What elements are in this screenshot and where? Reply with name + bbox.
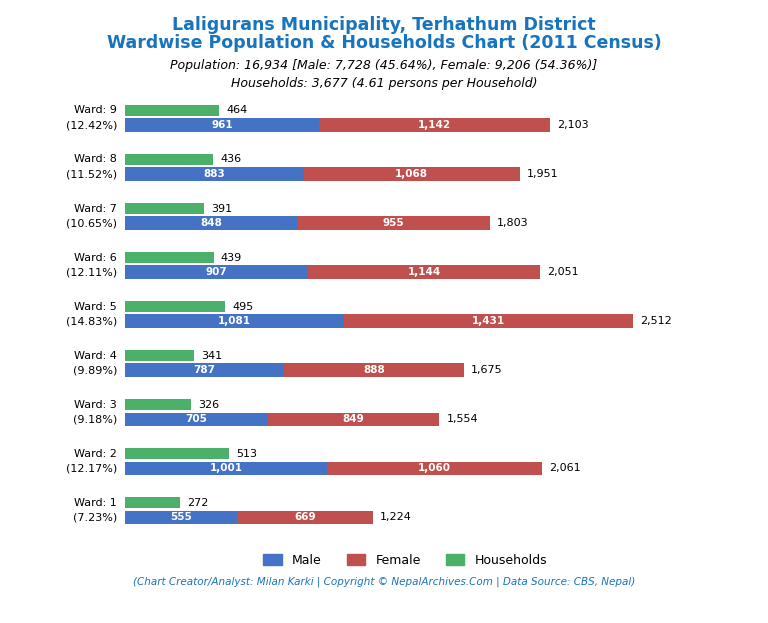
- Text: Ward: 6: Ward: 6: [74, 252, 117, 262]
- Text: Ward: 9: Ward: 9: [74, 105, 117, 115]
- Text: 1,951: 1,951: [527, 169, 558, 179]
- Text: Wardwise Population & Households Chart (2011 Census): Wardwise Population & Households Chart (…: [107, 34, 661, 52]
- Text: Ward: 4: Ward: 4: [74, 351, 117, 361]
- Text: 1,001: 1,001: [210, 464, 243, 473]
- Bar: [327, 462, 541, 475]
- Text: 787: 787: [194, 365, 216, 376]
- Text: (9.18%): (9.18%): [73, 414, 117, 424]
- Text: Population: 16,934 [Male: 7,728 (45.64%), Female: 9,206 (54.36%)]: Population: 16,934 [Male: 7,728 (45.64%)…: [170, 59, 598, 72]
- Bar: [309, 265, 540, 279]
- Bar: [125, 399, 191, 410]
- Text: (10.65%): (10.65%): [66, 218, 117, 228]
- Text: 1,142: 1,142: [419, 120, 452, 130]
- Text: Ward: 7: Ward: 7: [74, 204, 117, 214]
- Text: (Chart Creator/Analyst: Milan Karki | Copyright © NepalArchives.Com | Data Sourc: (Chart Creator/Analyst: Milan Karki | Co…: [133, 576, 635, 587]
- Text: 669: 669: [294, 513, 316, 523]
- Text: Ward: 3: Ward: 3: [74, 400, 117, 410]
- Text: 1,675: 1,675: [471, 365, 502, 376]
- Text: 272: 272: [187, 498, 209, 508]
- Text: (12.11%): (12.11%): [66, 267, 117, 277]
- Text: 883: 883: [204, 169, 225, 179]
- Bar: [343, 315, 633, 328]
- Text: 2,051: 2,051: [547, 267, 578, 277]
- Bar: [125, 168, 303, 181]
- Text: 2,512: 2,512: [640, 316, 672, 326]
- Text: 907: 907: [206, 267, 227, 277]
- Bar: [303, 168, 520, 181]
- Text: (11.52%): (11.52%): [66, 169, 117, 179]
- Text: 495: 495: [232, 302, 253, 312]
- Bar: [125, 350, 194, 361]
- Text: 1,068: 1,068: [395, 169, 428, 179]
- Bar: [284, 363, 464, 378]
- Text: 341: 341: [201, 351, 222, 361]
- Bar: [125, 216, 296, 230]
- Text: 1,144: 1,144: [408, 267, 441, 277]
- Text: 849: 849: [343, 414, 364, 424]
- Text: (12.17%): (12.17%): [66, 464, 117, 473]
- Text: 1,081: 1,081: [218, 316, 251, 326]
- Bar: [296, 216, 490, 230]
- Bar: [125, 315, 343, 328]
- Text: 326: 326: [198, 400, 219, 410]
- Bar: [125, 252, 214, 263]
- Bar: [125, 203, 204, 214]
- Text: 1,224: 1,224: [379, 513, 412, 523]
- Text: Ward: 8: Ward: 8: [74, 155, 117, 164]
- Text: (14.83%): (14.83%): [66, 316, 117, 326]
- Bar: [125, 363, 284, 378]
- Text: (12.42%): (12.42%): [65, 120, 117, 130]
- Bar: [125, 118, 319, 132]
- Text: 2,061: 2,061: [549, 464, 581, 473]
- Bar: [237, 511, 372, 525]
- Text: Households: 3,677 (4.61 persons per Household): Households: 3,677 (4.61 persons per Hous…: [230, 77, 538, 90]
- Text: 2,103: 2,103: [558, 120, 589, 130]
- Bar: [267, 412, 439, 426]
- Bar: [125, 462, 327, 475]
- Text: Ward: 2: Ward: 2: [74, 449, 117, 459]
- Text: Ward: 1: Ward: 1: [74, 498, 117, 508]
- Bar: [125, 412, 267, 426]
- Bar: [125, 497, 180, 508]
- Text: 436: 436: [220, 155, 241, 164]
- Text: 848: 848: [200, 218, 222, 228]
- Bar: [125, 511, 237, 525]
- Text: 705: 705: [185, 414, 207, 424]
- Text: 888: 888: [363, 365, 385, 376]
- Text: (9.89%): (9.89%): [73, 365, 117, 376]
- Text: 1,060: 1,060: [418, 464, 451, 473]
- Text: 439: 439: [221, 252, 242, 262]
- Bar: [125, 449, 229, 459]
- Legend: Male, Female, Households: Male, Female, Households: [258, 549, 552, 572]
- Bar: [125, 105, 219, 116]
- Text: 955: 955: [382, 218, 404, 228]
- Text: 1,803: 1,803: [497, 218, 528, 228]
- Text: 1,431: 1,431: [472, 316, 505, 326]
- Text: 1,554: 1,554: [446, 414, 478, 424]
- Text: Ward: 5: Ward: 5: [74, 302, 117, 312]
- Text: (7.23%): (7.23%): [73, 513, 117, 523]
- Bar: [125, 301, 225, 312]
- Bar: [125, 154, 214, 165]
- Text: 513: 513: [236, 449, 257, 459]
- Bar: [319, 118, 551, 132]
- Text: 464: 464: [226, 105, 247, 115]
- Text: 555: 555: [170, 513, 192, 523]
- Text: 391: 391: [211, 204, 233, 214]
- Bar: [125, 265, 309, 279]
- Text: 961: 961: [211, 120, 233, 130]
- Text: Laligurans Municipality, Terhathum District: Laligurans Municipality, Terhathum Distr…: [172, 16, 596, 34]
